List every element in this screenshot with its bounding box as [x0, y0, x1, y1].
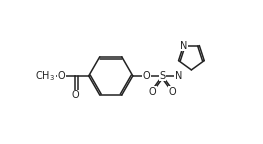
Text: O: O — [149, 87, 156, 97]
Text: S: S — [159, 71, 165, 81]
Text: O: O — [58, 71, 65, 81]
Text: O: O — [143, 71, 150, 81]
Text: O: O — [168, 87, 176, 97]
Text: O: O — [72, 90, 79, 100]
Text: CH$_3$: CH$_3$ — [36, 69, 55, 83]
Text: N: N — [175, 71, 182, 81]
Text: N: N — [180, 40, 187, 51]
